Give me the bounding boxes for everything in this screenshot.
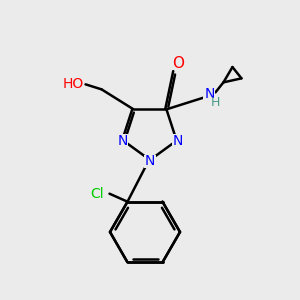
Text: N: N [172, 134, 183, 148]
Text: N: N [145, 154, 155, 168]
Text: N: N [117, 134, 128, 148]
Bar [144, 154, 156, 167]
Text: N: N [204, 87, 214, 101]
Bar [172, 134, 184, 147]
Text: H: H [211, 96, 220, 109]
Bar [64, 78, 83, 91]
Text: Cl: Cl [91, 187, 104, 201]
Text: O: O [172, 56, 184, 71]
Bar [116, 134, 128, 147]
Bar [211, 97, 220, 108]
Bar [203, 88, 215, 101]
Text: HO: HO [63, 77, 84, 91]
Bar [88, 187, 106, 200]
Bar [172, 56, 184, 70]
